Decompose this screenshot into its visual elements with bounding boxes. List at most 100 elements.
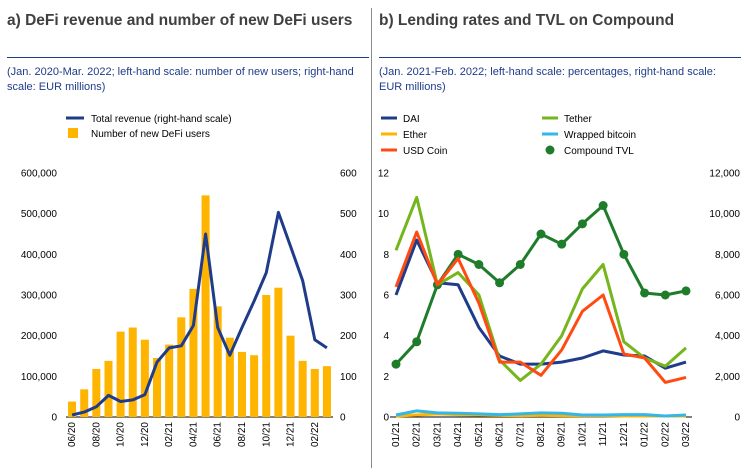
panel-a-title: a) DeFi revenue and number of new DeFi u…	[7, 12, 353, 29]
new-users-bar	[274, 287, 283, 417]
total-revenue-line	[71, 210, 328, 417]
new-users-bar	[286, 335, 295, 417]
panel-a-left-tick-label: 0	[51, 413, 57, 424]
panel-a-left-tick-label: 600,000	[21, 169, 58, 180]
panel-a-right-tick-label: 600	[340, 169, 357, 180]
panel-divider	[371, 8, 372, 468]
compound-tvl-point	[515, 260, 525, 269]
panel-a-x-tick-label: 08/20	[91, 422, 102, 447]
panel-a-right-tick-label: 0	[340, 413, 346, 424]
new-users-bar	[237, 351, 246, 417]
panel-a-left-tick-label: 300,000	[21, 291, 58, 302]
new-users-bar	[116, 331, 125, 417]
compound-tvl-point	[660, 290, 670, 300]
new-users-bar	[250, 355, 259, 417]
panel-b-title: b) Lending rates and TVL on Compound	[379, 12, 675, 29]
new-users-bar	[104, 360, 113, 417]
panel-b-left-tick-label: 12	[378, 169, 390, 180]
panel-b-left-tick-label: 2	[383, 372, 389, 383]
new-users-bar	[92, 369, 101, 417]
panel-a-left-tick-label: 500,000	[21, 209, 58, 220]
panel-b-x-tick-label: 02/22	[660, 422, 671, 447]
panel-b-x-tick-label: 11/21	[598, 422, 609, 447]
panel-a-subtitle: (Jan. 2020-Mar. 2022; left-hand scale: n…	[7, 66, 354, 93]
panel-a-x-tick-label: 10/21	[261, 422, 272, 447]
panel-b-x-tick-label: 08/21	[536, 422, 547, 447]
compound-tvl-point	[412, 337, 422, 347]
panel-b-left-tick-label: 8	[383, 250, 389, 261]
panel-b-x-tick-label: 06/21	[495, 422, 506, 447]
panel-a-x-tick-label: 10/20	[116, 422, 127, 447]
new-users-bar	[322, 366, 331, 417]
legend-swatch-compound-tvl	[545, 145, 555, 155]
panel-b-x-tick-label: 09/21	[557, 422, 568, 447]
panel-b-title-rule	[379, 57, 741, 58]
panel-b-subtitle: (Jan. 2021-Feb. 2022; left-hand scale: p…	[379, 66, 716, 93]
panel-a-title-rule	[7, 57, 369, 58]
compound-tvl-point	[598, 201, 608, 211]
panel-b-x-tick-label: 12/21	[619, 422, 630, 447]
panel-a-x-tick-label: 08/21	[237, 422, 248, 447]
panel-b-right-tick-label: 4,000	[715, 331, 740, 342]
legend-label-ether: Ether	[403, 130, 428, 141]
panel-b-x-tick-label: 02/21	[412, 422, 423, 447]
compound-tvl-point	[391, 359, 401, 369]
legend-label-tether: Tether	[564, 114, 592, 125]
legend-swatch-new-users	[68, 128, 78, 138]
panel-b-left-tick-label: 10	[378, 209, 390, 220]
panel-a-left-tick-label: 200,000	[21, 331, 58, 342]
new-users-bar	[213, 306, 222, 417]
panel-a-x-tick-label: 06/21	[213, 422, 224, 447]
panel-b-right-tick-label: 6,000	[715, 291, 740, 302]
new-users-bar	[262, 295, 271, 417]
panel-a-x-tick-label: 04/21	[188, 422, 199, 447]
panel-a-right-tick-label: 100	[340, 372, 357, 383]
panel-b-right-tick-label: 0	[734, 413, 740, 424]
panel-b-x-tick-label: 10/21	[577, 422, 588, 447]
panel-a-x-tick-label: 12/21	[286, 422, 297, 447]
panel-a-right-tick-label: 500	[340, 209, 357, 220]
compound-tvl-point	[619, 249, 629, 259]
panel-b-left-tick-label: 0	[383, 413, 389, 424]
new-users-bar	[165, 344, 174, 417]
panel-b-right-tick-label: 12,000	[709, 169, 740, 180]
compound-tvl-point	[536, 229, 546, 239]
panel-a-x-tick-label: 12/20	[140, 422, 151, 447]
panel-b-x-tick-label: 04/21	[453, 422, 464, 447]
new-users-bar	[140, 339, 149, 417]
legend-label-new-users: Number of new DeFi users	[91, 129, 210, 140]
compound-tvl-point	[474, 260, 484, 269]
panel-a-x-tick-label: 06/20	[67, 422, 78, 447]
tether-line	[394, 195, 687, 382]
new-users-bar	[80, 389, 89, 417]
legend-label-usd-coin: USD Coin	[403, 146, 447, 157]
legend-label-wrapped-bitcoin: Wrapped bitcoin	[564, 130, 636, 141]
panel-a-x-tick-label: 02/22	[310, 422, 321, 447]
new-users-bar	[189, 288, 198, 417]
panel-b-left-tick-label: 4	[383, 331, 389, 342]
new-users-bar	[68, 401, 77, 417]
legend-label-total-revenue: Total revenue (right-hand scale)	[91, 114, 232, 125]
panel-b-x-tick-label: 03/21	[432, 422, 443, 447]
new-users-bar	[310, 369, 319, 417]
dai-line	[394, 238, 687, 370]
panel-b-x-tick-label: 01/21	[391, 422, 402, 447]
new-users-bar	[225, 337, 234, 417]
panel-a-right-tick-label: 300	[340, 291, 357, 302]
legend-label-dai: DAI	[403, 114, 420, 125]
panel-b-x-tick-label: 05/21	[474, 422, 485, 447]
panel-a-right-tick-label: 200	[340, 331, 357, 342]
panel-b-right-tick-label: 8,000	[715, 250, 740, 261]
panel-a-left-tick-label: 400,000	[21, 250, 58, 261]
new-users-bar	[201, 195, 210, 417]
compound-tvl-point	[681, 286, 691, 296]
panel-b-x-tick-label: 03/22	[681, 422, 692, 447]
new-users-bar	[298, 360, 307, 417]
panel-b-x-tick-label: 01/22	[640, 422, 651, 447]
usd-coin-line	[394, 230, 687, 384]
compound-tvl-point	[557, 239, 567, 249]
compound-tvl-point	[453, 249, 463, 259]
panel-a-x-tick-label: 02/21	[164, 422, 175, 447]
panel-a-left-tick-label: 100,000	[21, 372, 58, 383]
compound-tvl-point	[577, 219, 587, 229]
